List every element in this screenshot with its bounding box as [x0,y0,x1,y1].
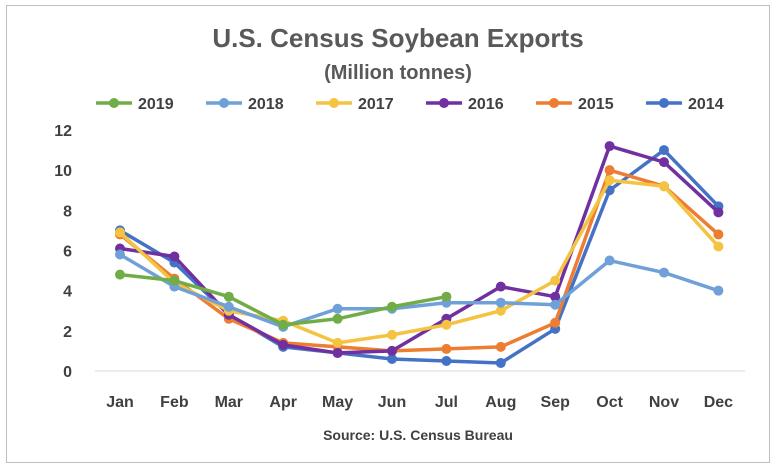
data-point [550,317,561,328]
y-tick-label: 2 [63,324,72,341]
x-tick-label: Mar [215,394,243,411]
legend-label: 2019 [138,96,174,113]
source-note: Source: U.S. Census Bureau [323,427,513,443]
data-point [332,313,343,324]
data-point [713,207,724,218]
data-point [713,229,724,240]
legend-label: 2017 [358,96,394,113]
data-point [659,157,669,168]
data-point [223,301,234,312]
legend-label: 2015 [578,96,614,113]
legend: 2019 2018 2017 2016 2015 2014 [96,96,724,113]
data-point [332,347,343,358]
data-point [278,339,289,350]
y-tick-label: 0 [63,364,72,381]
data-point [332,337,343,348]
series-line [119,253,719,329]
data-point [659,181,669,192]
series-2019 [115,269,452,330]
data-point [169,275,180,286]
y-tick-label: 8 [63,203,72,220]
data-point [659,267,669,278]
y-tick-label: 4 [63,284,72,301]
data-point [550,275,561,286]
data-point [115,249,125,260]
legend-marker [439,98,449,108]
data-point [604,165,615,176]
data-point [713,241,724,252]
data-point [550,299,561,310]
data-point [550,291,561,302]
data-point [441,291,452,302]
chart-title: U.S. Census Soybean Exports [212,23,583,53]
data-point [495,357,506,368]
x-tick-label: Feb [160,394,189,411]
data-point [332,303,343,314]
x-tick-label: Jul [435,394,458,411]
legend-marker [549,98,559,108]
legend-label: 2016 [468,96,504,113]
y-axis: 0 2 4 6 8 10 12 [54,123,72,381]
x-tick-label: Dec [704,394,733,411]
data-point [169,251,180,262]
data-point [441,343,452,354]
data-point [495,281,506,292]
data-point [441,355,452,366]
x-tick-label: Jan [106,394,134,411]
series-group [115,141,724,368]
series-2015 [115,165,724,356]
y-tick-label: 10 [54,163,72,180]
legend-marker [109,98,119,108]
x-tick-label: Sep [541,394,571,411]
legend-marker [329,98,339,108]
data-point [387,345,397,356]
y-tick-label: 6 [63,244,72,261]
x-tick-label: Jun [378,394,406,411]
data-point [115,269,125,280]
data-point [604,255,615,266]
x-tick-label: May [322,394,353,411]
y-tick-label: 12 [54,123,72,140]
legend-marker [659,98,669,108]
data-point [495,297,506,308]
data-point [223,291,234,302]
legend-label: 2014 [688,96,724,113]
data-point [495,305,506,316]
series-line [118,178,720,345]
x-tick-label: Apr [269,394,297,411]
x-tick-label: Nov [649,394,679,411]
data-point [659,145,669,156]
data-point [115,227,125,238]
chart-frame [6,5,770,463]
data-point [278,319,289,330]
data-point [387,301,397,312]
data-point [604,141,615,152]
data-point [604,175,615,186]
data-point [441,319,452,330]
x-tick-label: Aug [485,394,516,411]
data-point [713,285,724,296]
data-point [495,341,506,352]
series-line [118,168,720,353]
series-2017 [115,175,724,348]
chart-subtitle: (Million tonnes) [324,62,472,84]
legend-marker [219,98,229,108]
data-point [387,329,397,340]
x-axis: Jan Feb Mar Apr May Jun Jul Aug Sep Oct Nov Dec [95,370,745,411]
legend-label: 2018 [248,96,284,113]
x-tick-label: Oct [596,394,623,411]
data-point [387,353,397,364]
